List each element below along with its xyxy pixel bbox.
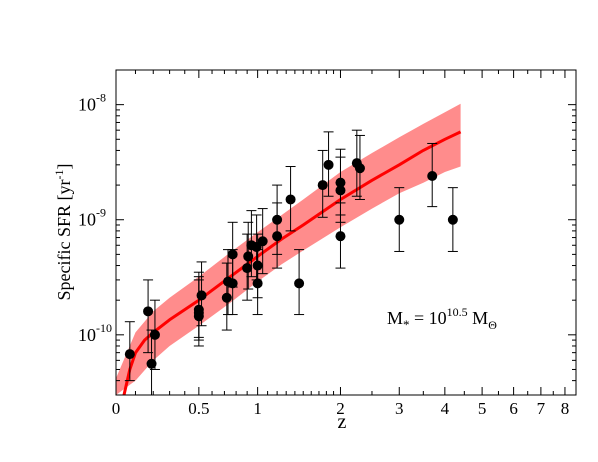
y-tick-base: 10 <box>78 325 96 345</box>
y-tick-exp: -9 <box>96 206 106 220</box>
data-points-layer <box>124 129 458 396</box>
data-point <box>149 299 160 370</box>
data-point <box>294 249 305 316</box>
point-marker <box>243 251 254 262</box>
point-marker <box>427 170 438 181</box>
data-point <box>323 131 334 197</box>
point-marker <box>272 214 283 225</box>
point-marker <box>221 292 232 303</box>
x-tick-label: 8 <box>561 399 570 418</box>
data-point <box>447 187 458 252</box>
point-marker <box>257 236 268 247</box>
y-axis-label-sup: -1 <box>52 170 66 180</box>
y-tick-label: 10-8 <box>78 91 106 115</box>
point-marker <box>335 177 346 188</box>
data-point <box>354 134 365 200</box>
annotation-eq: = 10 <box>410 308 447 328</box>
point-marker <box>354 163 365 174</box>
data-point <box>272 184 283 255</box>
x-tick-label: 6 <box>509 399 518 418</box>
x-tick-label: 1 <box>253 399 262 418</box>
y-tick-label: 10-9 <box>78 206 106 230</box>
data-point <box>335 148 346 216</box>
y-axis-label-end: ] <box>54 164 74 170</box>
x-axis-label: z <box>338 411 347 433</box>
point-marker <box>124 349 135 360</box>
point-marker <box>149 329 160 340</box>
data-point <box>124 321 135 382</box>
point-marker <box>252 260 263 271</box>
mass-annotation: M* = 1010.5 MΘ <box>387 305 497 332</box>
data-point <box>252 233 263 299</box>
x-tick-label: 4 <box>441 399 450 418</box>
x-tick-label: 0 <box>112 399 121 418</box>
x-tick-label: 2 <box>336 399 345 418</box>
data-point <box>394 187 405 252</box>
y-tick-base: 10 <box>78 210 96 230</box>
x-tick-label: 5 <box>478 399 487 418</box>
point-marker <box>447 214 458 225</box>
point-marker <box>317 180 328 191</box>
annotation-unit: M <box>468 308 489 328</box>
y-tick-exp: -8 <box>96 91 106 105</box>
model-band-layer <box>116 103 461 395</box>
point-marker <box>227 249 238 260</box>
y-ticks-layer: 10-1010-910-8 <box>78 69 576 396</box>
data-point <box>427 142 438 208</box>
model-band <box>116 103 461 395</box>
point-marker <box>146 358 157 369</box>
point-marker <box>196 290 207 301</box>
annotation-lhs-sub: * <box>403 317 410 332</box>
data-point <box>196 261 207 327</box>
x-tick-label: 7 <box>537 399 546 418</box>
annotation-lhs: M <box>387 308 403 328</box>
data-point <box>221 262 232 331</box>
plot-frame <box>115 69 577 396</box>
data-point <box>227 221 238 288</box>
y-tick-base: 10 <box>78 95 96 115</box>
y-axis-label-main: Specific SFR [yr <box>54 180 74 301</box>
data-point <box>285 166 296 232</box>
annotation-unit-sub: Θ <box>488 318 497 332</box>
point-marker <box>335 231 346 242</box>
annotation-exp: 10.5 <box>447 305 468 319</box>
x-tick-label: 0.5 <box>188 399 209 418</box>
point-marker <box>193 304 204 315</box>
x-ticks-layer: 0 0.5 1 2 3 4 5 6 7 8 <box>112 70 577 418</box>
data-point <box>317 149 328 218</box>
point-marker <box>394 214 405 225</box>
x-tick-label: 3 <box>395 399 404 418</box>
point-marker <box>143 306 154 317</box>
y-tick-exp: -10 <box>96 321 112 335</box>
point-marker <box>323 159 334 170</box>
point-marker <box>242 263 253 274</box>
point-marker <box>294 278 305 289</box>
y-axis-label: Specific SFR [yr-1] <box>52 164 74 301</box>
data-point <box>243 221 254 290</box>
y-tick-label: 10-10 <box>78 321 112 345</box>
point-marker <box>285 194 296 205</box>
data-point <box>257 208 268 275</box>
